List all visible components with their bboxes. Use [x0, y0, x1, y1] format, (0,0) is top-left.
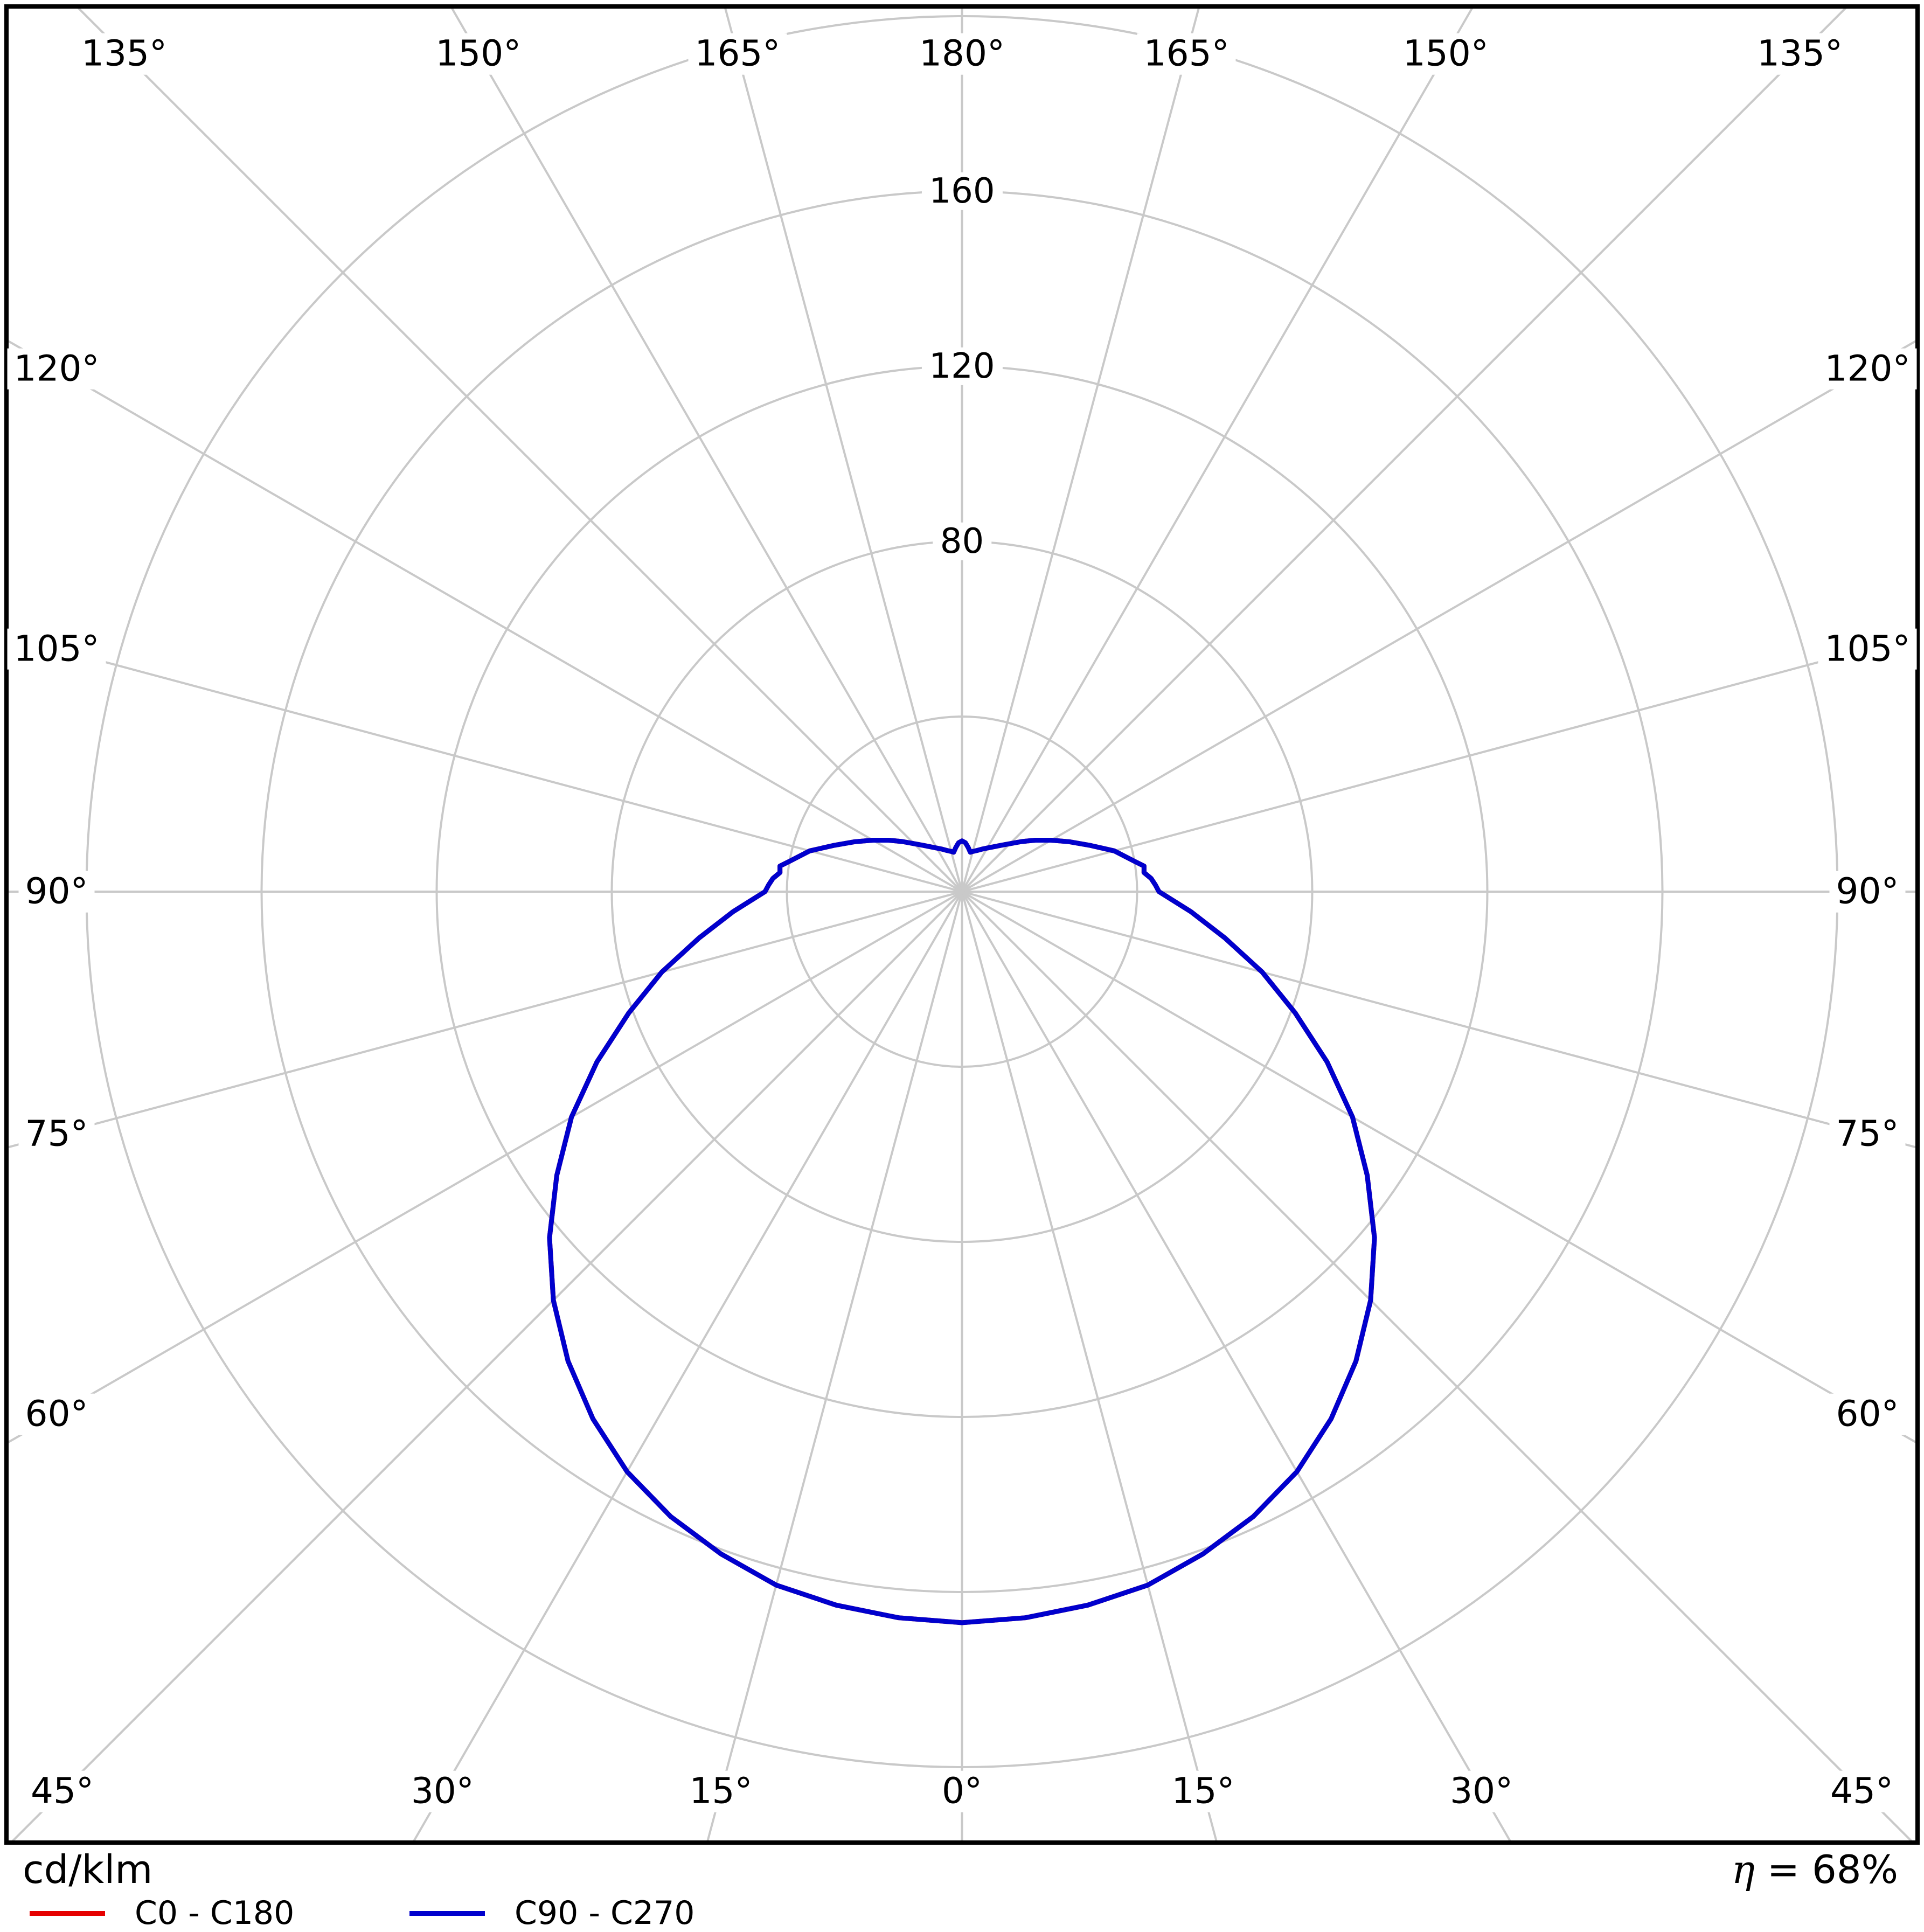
legend-item-c90-c270: C90 - C270 [409, 1894, 694, 1932]
gamma-tick-label-90-left: 90° [19, 871, 95, 913]
gamma-tick-label-105-right: 105° [1818, 628, 1917, 670]
gamma-tick-label-75-left: 75° [19, 1114, 95, 1155]
gamma-tick-label-30-left: 30° [405, 1771, 481, 1812]
eta-value: = 68% [1767, 1847, 1898, 1892]
gamma-tick-label-120-right: 120° [1818, 348, 1917, 390]
gamma-tick-label-135-left: 135° [75, 33, 173, 75]
gamma-tick-label-0-right: 0° [935, 1771, 989, 1812]
legend-label-c90-c270: C90 - C270 [515, 1894, 694, 1932]
gamma-tick-label-45-right: 45° [1824, 1771, 1900, 1812]
gamma-tick-label-150-left: 150° [429, 33, 527, 75]
radial-tick-label-160: 160 [921, 172, 1002, 210]
gamma-tick-label-75-right: 75° [1830, 1114, 1906, 1155]
legend-label-c0-c180: C0 - C180 [135, 1894, 294, 1932]
gamma-tick-label-165-left: 165° [688, 33, 787, 75]
legend-item-c0-c180: C0 - C180 [30, 1894, 294, 1932]
c90-c270-line-swatch [409, 1911, 485, 1916]
gamma-tick-label-120-left: 120° [8, 348, 106, 390]
eta-symbol: η [1732, 1847, 1755, 1892]
gamma-tick-label-135-right: 135° [1751, 33, 1849, 75]
units-label: cd/klm [23, 1847, 152, 1892]
gamma-tick-label-15-right: 15° [1165, 1771, 1241, 1812]
gamma-tick-label-165-right: 165° [1137, 33, 1236, 75]
gamma-tick-label-180-right: 180° [913, 33, 1011, 75]
gamma-tick-label-90-right: 90° [1830, 871, 1906, 913]
efficiency-label: η = 68% [1732, 1847, 1898, 1892]
c0-c180-line-swatch [30, 1911, 105, 1916]
gamma-tick-label-105-left: 105° [8, 628, 106, 670]
radial-tick-label-120: 120 [921, 348, 1002, 385]
gamma-tick-label-45-left: 45° [24, 1771, 100, 1812]
gamma-tick-label-30-right: 30° [1443, 1771, 1519, 1812]
radial-tick-label-80: 80 [933, 523, 991, 560]
gamma-tick-label-60-left: 60° [19, 1394, 95, 1435]
gamma-tick-label-60-right: 60° [1830, 1394, 1906, 1435]
gamma-tick-label-15-left: 15° [683, 1771, 759, 1812]
gamma-tick-label-150-right: 150° [1397, 33, 1495, 75]
